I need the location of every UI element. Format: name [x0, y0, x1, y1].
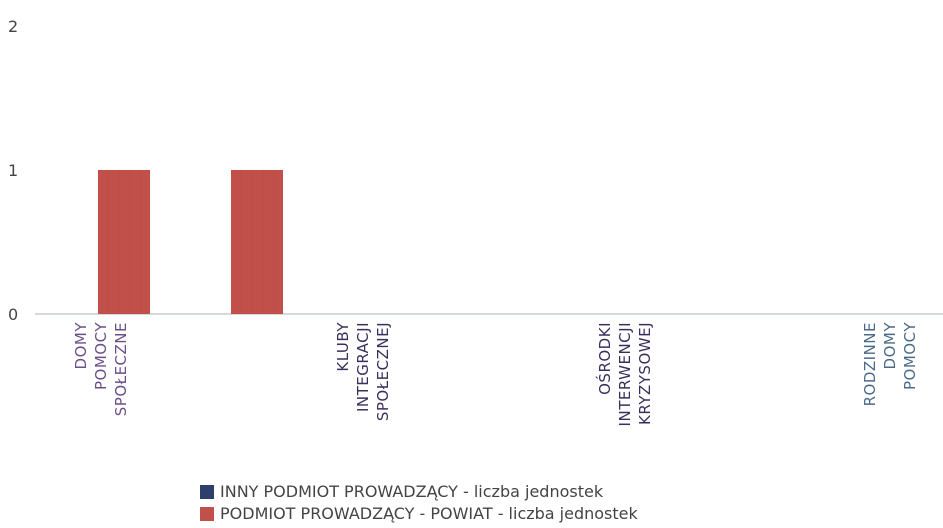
x-tick-label: SPOŁECZNEJ: [374, 322, 392, 421]
x-tick-label: DOMY: [72, 322, 90, 370]
bar: [98, 170, 150, 314]
x-tick-label: SPOŁECZNE: [112, 322, 130, 416]
x-tick-label: POMOCY: [901, 322, 919, 390]
x-tick-label: KLUBY: [334, 322, 352, 372]
x-tick-label: KRYZYSOWEJ: [636, 322, 654, 425]
y-tick-label: 2: [8, 17, 18, 36]
bar: [231, 170, 283, 314]
y-tick-label: 0: [8, 305, 18, 324]
legend-item-inny[interactable]: INNY PODMIOT PROWADZĄCY - liczba jednost…: [200, 481, 638, 503]
x-tick-label: INTEGRACJI: [354, 322, 372, 412]
x-tick-label: POMOCY: [92, 322, 110, 390]
x-tick-label: OŚRODKI: [595, 322, 614, 395]
legend-swatch-powiat: [200, 507, 214, 521]
legend-item-powiat[interactable]: PODMIOT PROWADZĄCY - POWIAT - liczba jed…: [200, 503, 638, 525]
x-tick-label: INTERWENCJI: [616, 322, 634, 426]
y-tick-label: 1: [8, 161, 18, 180]
x-tick-label: DOMY: [881, 322, 899, 370]
legend-label-powiat: PODMIOT PROWADZĄCY - POWIAT - liczba jed…: [220, 504, 638, 523]
legend-label-inny: INNY PODMIOT PROWADZĄCY - liczba jednost…: [220, 482, 604, 501]
legend: INNY PODMIOT PROWADZĄCY - liczba jednost…: [200, 481, 638, 525]
legend-swatch-inny: [200, 485, 214, 499]
x-tick-label: RODZINNE: [861, 322, 879, 406]
